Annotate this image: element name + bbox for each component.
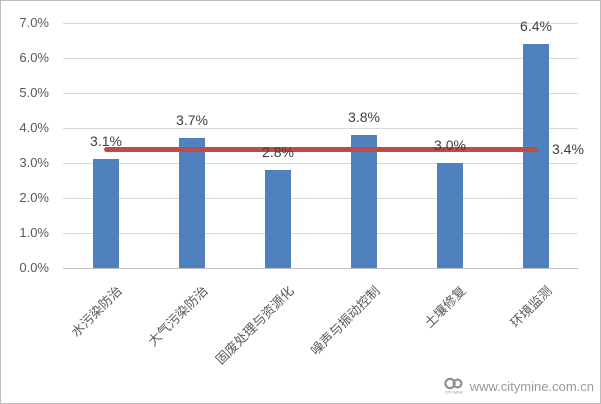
y-axis-tick-label: 1.0% (19, 225, 49, 240)
bar (351, 135, 377, 268)
x-axis-category-label: 水污染防治 (68, 283, 125, 340)
bar-data-label: 3.0% (434, 137, 466, 153)
y-axis-tick-label: 2.0% (19, 190, 49, 205)
x-axis-category-label: 噪声与振动控制 (307, 283, 383, 359)
gridline (63, 233, 578, 234)
y-axis-tick-label: 6.0% (19, 50, 49, 65)
gridline (63, 93, 578, 94)
gridline (63, 268, 578, 269)
bar-data-label: 3.7% (176, 112, 208, 128)
x-axis-category-label: 固废处理与资源化 (212, 283, 297, 368)
y-axis-tick-label: 5.0% (19, 85, 49, 100)
bar-data-label: 3.8% (348, 109, 380, 125)
y-axis-tick-label: 3.0% (19, 155, 49, 170)
gridline (63, 23, 578, 24)
bar (93, 159, 119, 268)
y-axis-tick-label: 7.0% (19, 15, 49, 30)
bar (265, 170, 291, 268)
bar (437, 163, 463, 268)
bar-data-label: 3.1% (90, 133, 122, 149)
watermark: CITY MINE www.citymine.com.cn (443, 377, 594, 395)
gridline (63, 128, 578, 129)
bar (523, 44, 549, 268)
reference-line (104, 146, 538, 152)
watermark-url: www.citymine.com.cn (469, 378, 594, 394)
gridline (63, 58, 578, 59)
bar (179, 138, 205, 268)
gridline (63, 198, 578, 199)
bar-data-label: 2.8% (262, 144, 294, 160)
gridline (63, 163, 578, 164)
x-axis-category-label: 大气污染防治 (144, 283, 211, 349)
y-axis-tick-label: 4.0% (19, 120, 49, 135)
x-axis-category-label: 环境监测 (507, 283, 555, 331)
bar-data-label: 6.4% (520, 18, 552, 34)
logo-caption: CITY MINE (445, 391, 464, 395)
y-axis-tick-label: 0.0% (19, 260, 49, 275)
citymine-logo-icon: CITY MINE (444, 377, 464, 395)
reference-line-label: 3.4% (552, 141, 584, 157)
x-axis-category-label: 土壤修复 (421, 283, 469, 331)
